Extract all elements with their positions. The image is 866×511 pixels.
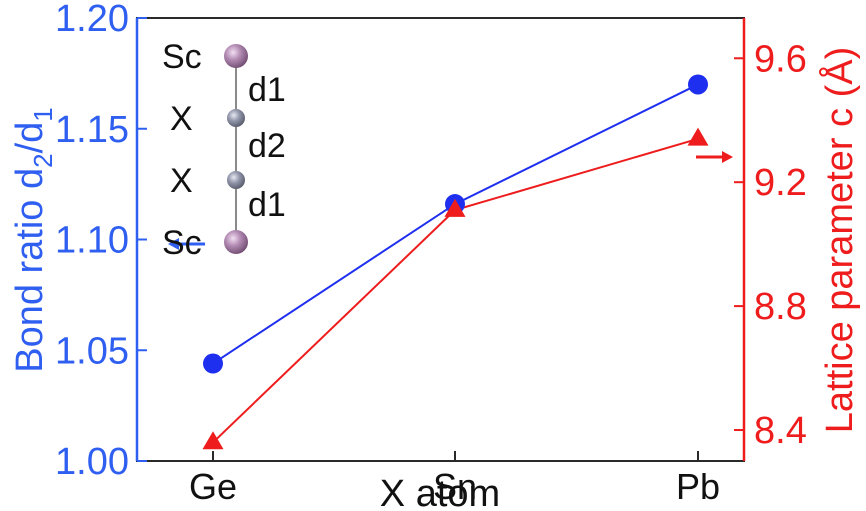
left-tick-label: 1.05 <box>55 330 129 372</box>
inset-label-x-lower: X <box>170 162 193 200</box>
inset-x-atom-upper <box>227 109 245 127</box>
left-tick-label: 1.20 <box>55 0 129 40</box>
x-axis-label: X atom <box>380 473 500 511</box>
inset-bond-d2: d2 <box>248 127 286 165</box>
left-tick-label: 1.10 <box>55 220 129 262</box>
inset-bond-d1-upper: d1 <box>248 71 286 109</box>
inset-bond-d1-lower: d1 <box>248 186 286 224</box>
x-axis-ticks: Ge Sn Pb <box>189 451 720 507</box>
left-axis-label-sub2: 1 <box>28 107 58 121</box>
bond-ratio-point-pb <box>688 74 708 95</box>
x-tick-label-ge: Ge <box>189 466 237 507</box>
x-tick-label-pb: Pb <box>676 466 720 507</box>
right-tick-label: 8.8 <box>754 286 807 328</box>
left-axis-label-slash: /d <box>9 122 51 154</box>
right-axis-ticks: 8.4 8.8 9.2 9.6 <box>734 38 807 452</box>
series-line-right <box>212 137 699 444</box>
right-tick-label: 9.6 <box>754 38 807 80</box>
bond-ratio-point-ge <box>203 353 223 374</box>
left-axis-ticks: 1.00 1.05 1.10 1.15 1.20 <box>55 0 147 483</box>
series-layer <box>202 74 709 450</box>
lattice-point-sn <box>444 198 466 217</box>
inset-sc-atom-bottom <box>224 230 248 254</box>
inset-label-sc-bottom: Sc <box>162 224 202 262</box>
lattice-point-pb <box>687 127 709 146</box>
inset-label-x-upper: X <box>170 100 193 138</box>
left-axis-label: Bond ratio d2/d1 <box>9 107 58 373</box>
left-tick-label: 1.00 <box>55 441 129 483</box>
right-direction-arrow <box>696 151 733 163</box>
left-tick-label: 1.15 <box>55 109 129 151</box>
right-tick-label: 8.4 <box>754 410 807 452</box>
structure-inset: Sc X X Sc d1 d2 d1 <box>162 38 286 262</box>
left-axis-label-main: Bond ratio d <box>9 168 51 373</box>
lattice-point-ge <box>202 431 224 450</box>
right-axis-label: Lattice parameter c (Å) <box>817 47 861 433</box>
inset-label-sc-top: Sc <box>162 38 202 76</box>
inset-sc-atom-top <box>224 44 248 68</box>
left-direction-arrow <box>168 238 205 250</box>
left-axis-label-sub1: 2 <box>28 153 58 167</box>
x-tick-label-sn: Sn <box>433 466 477 507</box>
right-tick-label: 9.2 <box>754 162 807 204</box>
inset-x-atom-lower <box>227 171 245 189</box>
